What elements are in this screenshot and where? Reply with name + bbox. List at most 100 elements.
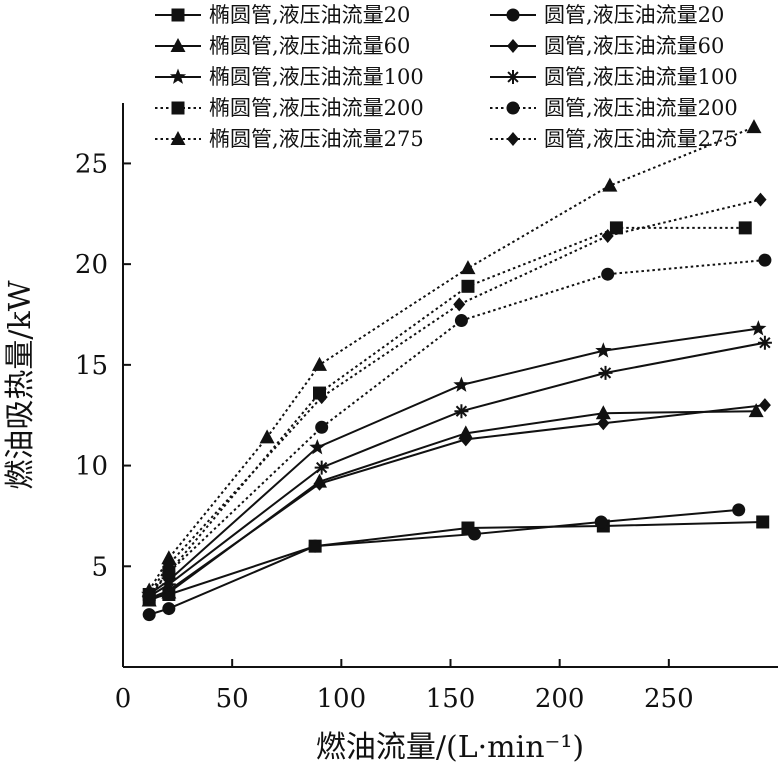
y-tick-label: 15 (75, 351, 108, 381)
data-point (458, 425, 474, 440)
legend-label: 圆管,液压油流量20 (544, 3, 724, 27)
data-point (460, 260, 476, 275)
data-point (453, 376, 470, 392)
series-5 (141, 320, 767, 602)
data-point (162, 602, 176, 616)
data-point (454, 314, 468, 328)
x-tick-label: 50 (216, 684, 249, 714)
series-10 (143, 192, 767, 602)
data-point (750, 320, 767, 336)
data-point (161, 577, 176, 592)
data-point (312, 356, 327, 371)
data-point (746, 119, 762, 134)
series-line (148, 520, 763, 600)
y-ticks: 5 10 15 20 25 (75, 149, 131, 582)
x-tick-label: 100 (317, 684, 367, 714)
data-point (143, 587, 156, 602)
legend-item-2: 圆管,液压油流量20 (490, 3, 724, 27)
series-line (148, 226, 746, 596)
data-point (308, 539, 322, 553)
legend-label: 椭圆管,液压油流量275 (209, 127, 424, 151)
data-point (454, 404, 469, 419)
data-point (315, 390, 328, 405)
legend: 椭圆管,液压油流量20 圆管,液压油流量20 椭圆管,液压油流量60 圆管,液压油流量… (155, 3, 738, 151)
data-point (757, 335, 772, 350)
data-point (595, 405, 611, 420)
axes (122, 103, 778, 668)
series-line (148, 198, 761, 596)
legend-item-8: 圆管,液压油流量200 (490, 96, 738, 120)
series-line (148, 126, 755, 591)
data-point (609, 221, 623, 235)
data-point (459, 432, 472, 447)
data-point (738, 221, 752, 235)
y-tick-label: 25 (75, 149, 108, 179)
series-line (148, 341, 766, 598)
y-axis-title: 燃油吸热量/kW (3, 280, 38, 489)
x-tick-label: 200 (535, 684, 585, 714)
legend-item-1: 椭圆管,液压油流量20 (155, 3, 410, 27)
series-line (148, 259, 765, 598)
data-point (758, 253, 772, 267)
legend-label: 椭圆管,液压油流量60 (209, 34, 410, 58)
data-point (732, 503, 746, 517)
legend-label: 圆管,液压油流量100 (544, 65, 738, 89)
data-point (597, 416, 610, 431)
series-1 (142, 515, 770, 606)
x-tick-label: 150 (426, 684, 476, 714)
legend-label: 圆管,液压油流量60 (544, 34, 724, 58)
legend-item-3: 椭圆管,液压油流量60 (155, 34, 410, 58)
y-tick-label: 20 (75, 250, 108, 280)
data-point (314, 460, 329, 475)
series-4 (143, 398, 771, 606)
legend-item-7: 椭圆管,液压油流量200 (155, 96, 424, 120)
data-point (461, 279, 475, 293)
data-point (601, 267, 615, 281)
legend-item-9: 椭圆管,液压油流量275 (155, 127, 424, 151)
data-point (161, 550, 177, 565)
legend-marker (507, 39, 519, 53)
data-point (309, 438, 326, 455)
data-point (758, 398, 771, 413)
x-ticks: 0 50 100 150 200 250 (115, 659, 694, 714)
data-point (142, 608, 156, 622)
legend-marker (170, 38, 186, 52)
data-point (313, 476, 326, 491)
legend-marker (169, 68, 187, 84)
data-point (601, 228, 614, 243)
plot-series (141, 119, 772, 622)
data-point (162, 565, 176, 579)
series-8 (142, 253, 772, 603)
data-point (468, 527, 482, 541)
legend-item-5: 椭圆管,液压油流量100 (155, 65, 424, 89)
data-point (756, 515, 770, 529)
legend-marker (507, 132, 519, 146)
legend-item-6: 圆管,液压油流量100 (490, 65, 738, 89)
data-point (594, 515, 608, 529)
data-point (162, 557, 175, 572)
legend-marker (506, 70, 520, 84)
series-3 (141, 403, 764, 607)
legend-marker (171, 8, 185, 22)
data-point (598, 365, 613, 380)
legend-label: 圆管,液压油流量200 (544, 96, 738, 120)
data-point (754, 192, 767, 207)
data-point (453, 297, 466, 312)
x-tick-label: 0 (115, 684, 132, 714)
x-axis-title: 燃油流量/(L·min⁻¹) (316, 730, 584, 765)
y-tick-label: 5 (91, 552, 108, 582)
legend-label: 椭圆管,液压油流量20 (209, 3, 410, 27)
y-tick-label: 10 (75, 452, 108, 482)
data-point (259, 429, 275, 444)
legend-marker (506, 101, 520, 115)
data-point (595, 342, 612, 358)
series-line (148, 327, 759, 596)
legend-marker (170, 131, 186, 145)
data-point (315, 420, 329, 434)
series-2 (142, 503, 746, 622)
legend-item-4: 圆管,液压油流量60 (490, 34, 724, 58)
series-6 (142, 335, 772, 604)
data-point (602, 177, 618, 192)
legend-label: 圆管,液压油流量275 (544, 127, 738, 151)
